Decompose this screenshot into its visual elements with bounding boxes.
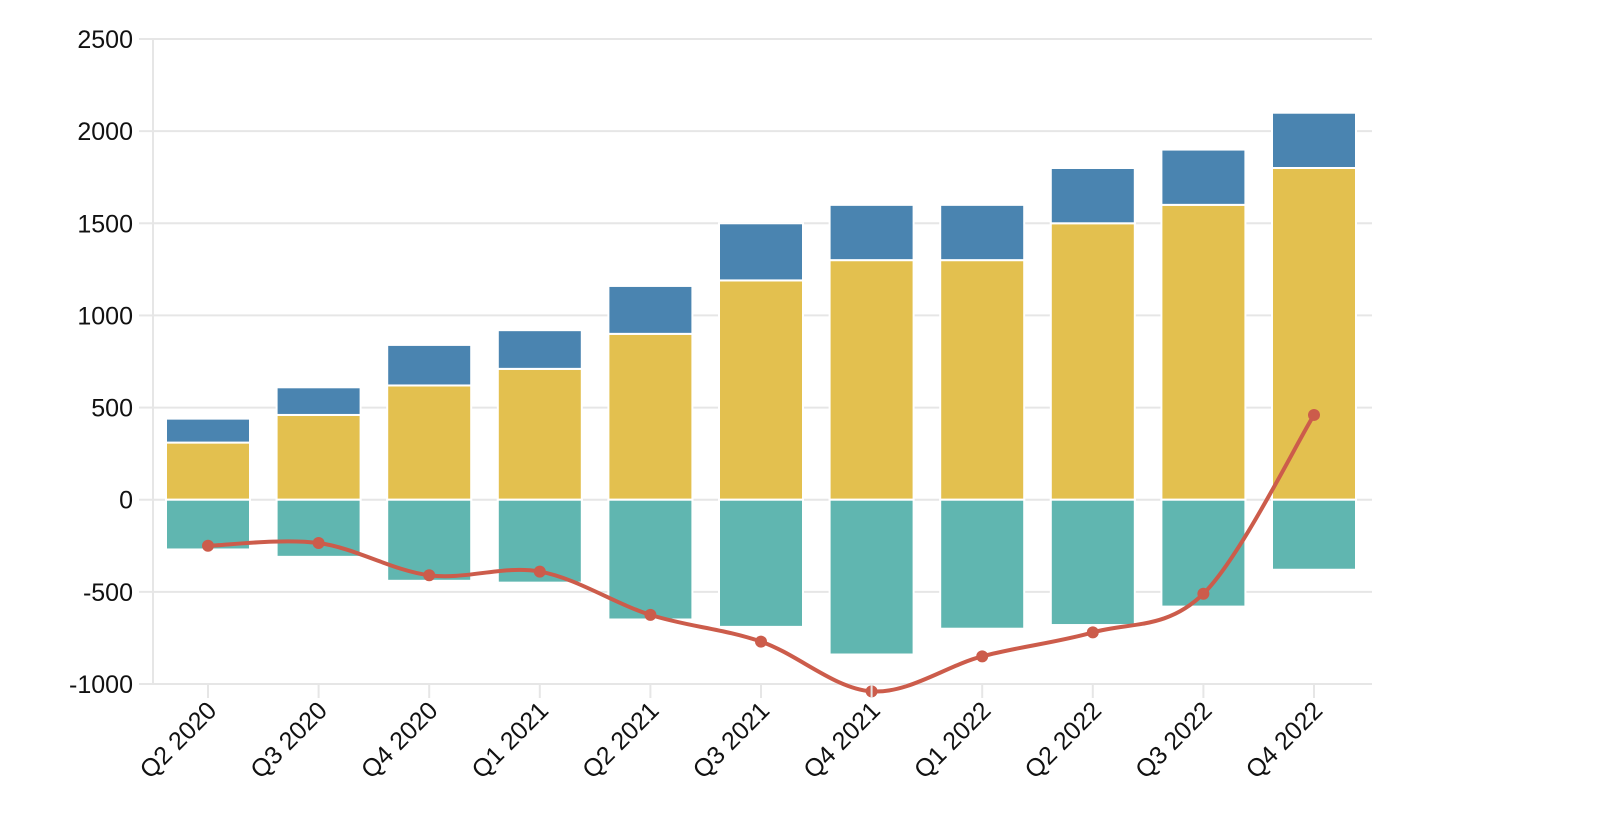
x-tick-label: Q3 2020	[245, 696, 333, 784]
line-point-q4-2020	[423, 569, 436, 582]
y-tick-label: -1000	[69, 671, 133, 699]
bar-segment-q1-2021-s2	[496, 329, 583, 370]
y-tick-label: -500	[83, 579, 133, 607]
bar-segment-q2-2020-s1	[165, 441, 251, 501]
bar-segment-q4-2022-s2	[1271, 111, 1357, 169]
y-tick-label: 500	[91, 395, 133, 423]
y-axis: 2500 2000 1500 1000 500 0 -500 -1000	[69, 26, 154, 699]
bar-segment-q2-2021-s3	[607, 498, 694, 621]
line-point-q1-2022	[976, 650, 989, 663]
bar-segment-q3-2020-s2	[275, 386, 362, 416]
bar-segment-q1-2021-s1	[496, 367, 583, 501]
bar-segment-q4-2021-s3	[828, 498, 915, 656]
x-tick-label: Q4 2020	[356, 696, 444, 784]
y-tick-label: 2000	[77, 118, 133, 146]
bar-segment-q3-2021-s1	[718, 279, 804, 501]
x-tick-label: Q4 2022	[1241, 696, 1329, 784]
bar-segment-q2-2022-s3	[1049, 498, 1136, 627]
bar-segment-q4-2021-s1	[828, 259, 915, 501]
y-tick-label: 0	[119, 487, 133, 515]
x-tick-label: Q2 2020	[135, 696, 223, 784]
y-tick-label: 1000	[77, 302, 133, 330]
bars	[165, 111, 1357, 656]
bar-segment-q4-2020-s1	[386, 384, 473, 501]
bar-segment-q1-2022-s2	[939, 203, 1026, 262]
line-point-q2-2020	[202, 539, 214, 552]
x-axis: Q2 2020 Q3 2020 Q4 2020 Q1 2021 Q2 2021 Q3 20…	[135, 684, 1329, 784]
bar-segment-q2-2020-s2	[165, 417, 251, 444]
bar-segment-q3-2022-s2	[1160, 148, 1247, 206]
line-point-q4-2022	[1308, 408, 1320, 421]
line-point-q1-2021	[533, 565, 546, 578]
bar-segment-q1-2022-s3	[939, 498, 1026, 630]
trend-line	[202, 408, 1320, 698]
line-point-q2-2022	[1086, 626, 1099, 639]
bar-segment-q2-2021-s1	[607, 332, 694, 501]
x-tick-label: Q2 2021	[577, 696, 665, 784]
x-tick-label: Q1 2021	[466, 696, 554, 784]
y-tick-label: 2500	[77, 26, 133, 54]
y-tick-label: 1500	[77, 210, 133, 238]
line-point-q3-2021	[755, 635, 767, 648]
line-point-q2-2021	[644, 608, 657, 621]
x-tick-label: Q4 2021	[798, 696, 886, 784]
bar-segment-q4-2022-s3	[1271, 498, 1357, 571]
bar-segment-q4-2021-s2	[828, 203, 915, 262]
bar-segment-q2-2022-s1	[1049, 222, 1136, 501]
x-tick-label: Q1 2022	[909, 696, 997, 784]
bar-segment-q2-2022-s2	[1049, 167, 1136, 225]
bar-segment-q3-2020-s1	[275, 413, 362, 501]
x-tick-label: Q3 2022	[1130, 696, 1218, 784]
bar-segment-q3-2021-s2	[718, 222, 804, 282]
line-point-q3-2020	[312, 537, 325, 550]
bar-segment-q4-2020-s2	[386, 343, 473, 387]
line-point-q3-2022	[1197, 587, 1210, 600]
bar-segment-q2-2021-s2	[607, 284, 694, 335]
x-tick-label: Q3 2021	[688, 696, 776, 784]
bar-segment-q1-2022-s1	[939, 259, 1026, 501]
bar-segment-q3-2021-s3	[718, 498, 804, 628]
x-tick-label: Q2 2022	[1019, 696, 1107, 784]
bar-segment-q3-2020-s3	[275, 498, 362, 558]
bar-segment-q3-2022-s1	[1160, 203, 1247, 501]
line-series-1	[207, 413, 1316, 694]
bar-segment-q4-2022-s1	[1271, 167, 1357, 501]
